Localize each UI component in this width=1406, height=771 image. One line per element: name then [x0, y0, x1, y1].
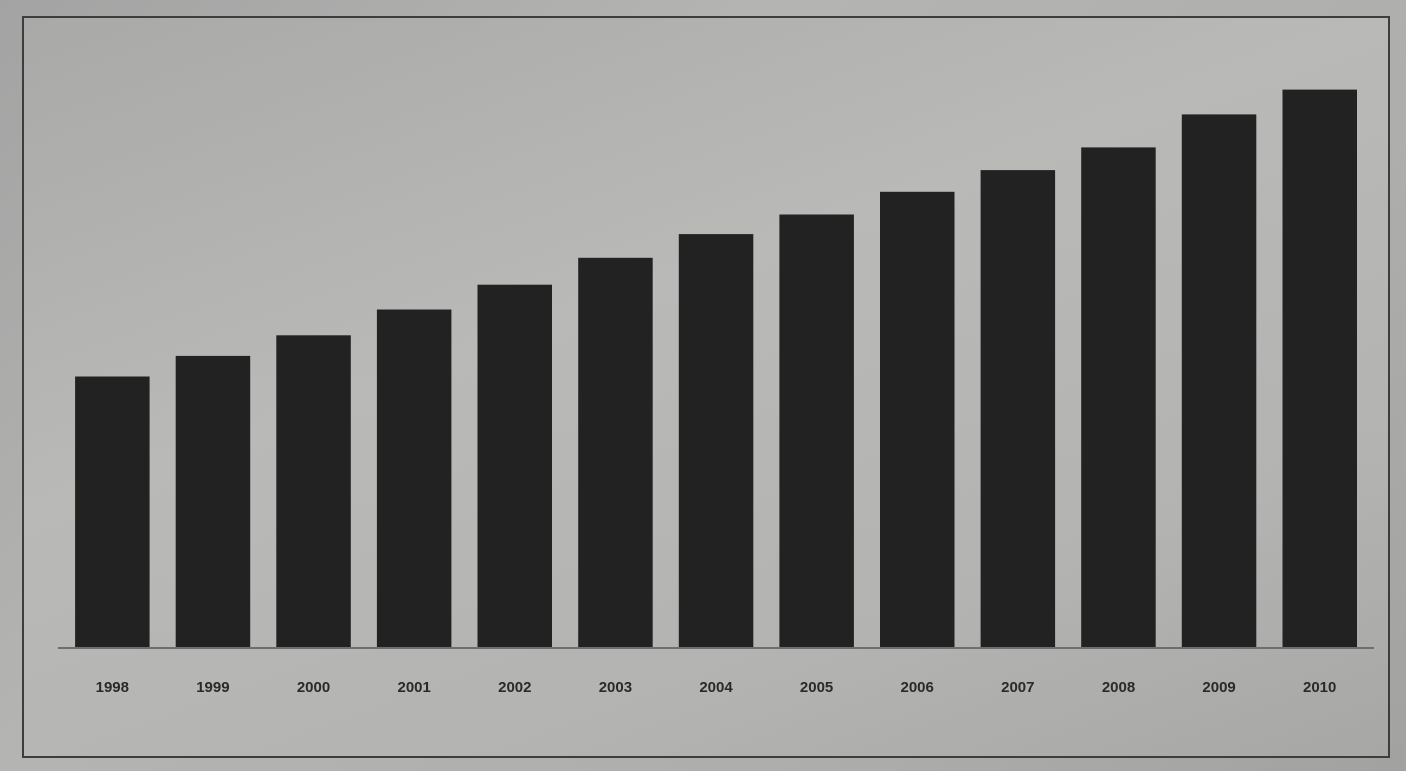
bar-2003 — [578, 257, 653, 648]
bar-2010 — [1282, 89, 1357, 649]
x-tick-labels: 1998 1999 2000 2001 2002 2003 2004 2005 2006 2007… — [96, 679, 1337, 696]
bar-2005 — [779, 214, 854, 648]
x-tick-label: 2004 — [699, 679, 733, 696]
bars-group — [75, 89, 1357, 649]
x-tick-label: 2002 — [498, 679, 531, 696]
bar-1998 — [75, 376, 150, 648]
x-tick-label: 2010 — [1303, 679, 1336, 696]
bar-2007 — [980, 170, 1056, 648]
x-tick-label: 2001 — [398, 679, 431, 696]
x-tick-label: 1998 — [96, 679, 129, 696]
x-tick-label: 2005 — [800, 679, 833, 696]
x-tick-label: 2006 — [901, 679, 934, 696]
bar-2000 — [276, 335, 351, 648]
bar-2004 — [678, 234, 754, 648]
x-tick-label: 1999 — [196, 679, 229, 696]
bar-2009 — [1181, 114, 1257, 648]
x-tick-label: 2008 — [1102, 679, 1135, 696]
x-tick-label: 2007 — [1001, 679, 1034, 696]
x-tick-label: 2003 — [599, 679, 632, 696]
x-tick-label: 2000 — [297, 679, 330, 696]
bar-2006 — [880, 191, 955, 649]
x-tick-label: 2009 — [1202, 679, 1235, 696]
bar-2002 — [477, 284, 552, 648]
bar-1999 — [175, 355, 251, 648]
bar-2008 — [1081, 147, 1156, 648]
bar-2001 — [376, 309, 452, 648]
